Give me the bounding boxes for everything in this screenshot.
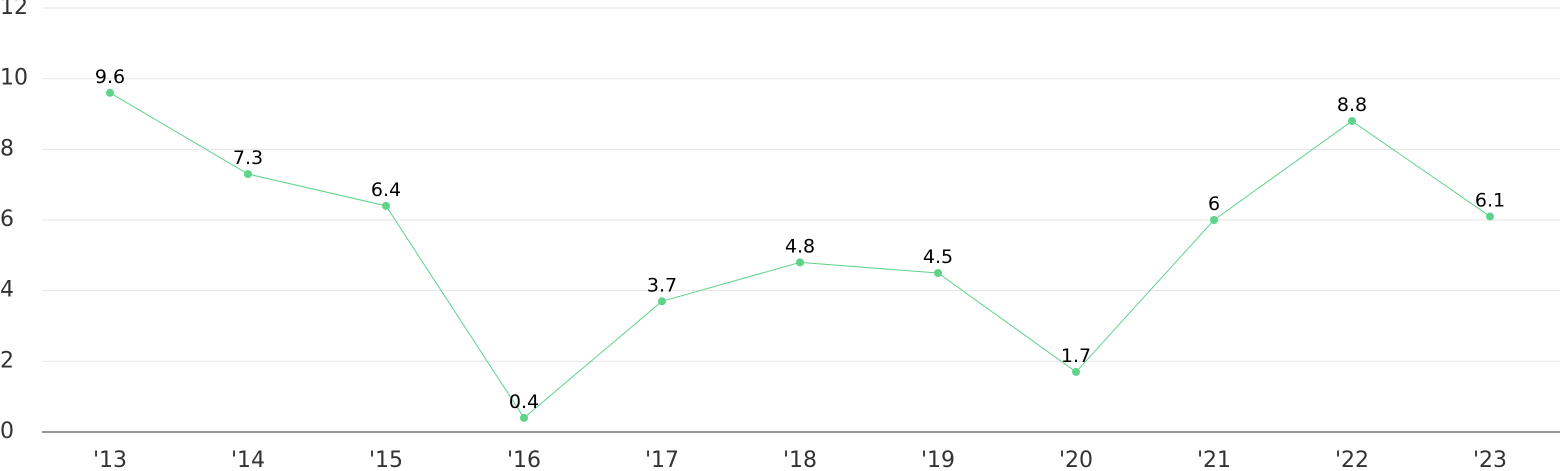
data-label: 6.1 (1475, 189, 1505, 211)
data-point (1486, 212, 1494, 221)
data-label: 0.4 (509, 391, 539, 413)
data-label: 9.6 (95, 66, 125, 88)
data-point (382, 201, 390, 210)
y-tick-label: 12 (0, 0, 28, 20)
data-label: 7.3 (233, 147, 263, 169)
data-point (796, 258, 804, 267)
data-label: 3.7 (647, 274, 677, 296)
x-axis-ticks: '13 '14 '15 '16 '17 '18 '19 '20 '21 '22 '23 (93, 448, 1507, 471)
x-tick-label: '15 (369, 448, 403, 471)
data-label: 6.4 (371, 179, 401, 201)
data-point (106, 88, 114, 97)
data-point (520, 413, 528, 422)
data-point (1210, 216, 1218, 224)
x-tick-label: '21 (1197, 448, 1231, 471)
data-label: 4.8 (785, 235, 815, 257)
y-tick-label: 0 (0, 419, 14, 444)
y-tick-label: 10 (0, 66, 28, 91)
y-tick-label: 8 (0, 136, 14, 161)
x-tick-label: '23 (1473, 448, 1507, 471)
data-point (244, 170, 252, 179)
data-point (1072, 367, 1080, 376)
x-tick-label: '22 (1335, 448, 1369, 471)
data-label: 4.5 (923, 246, 953, 268)
x-tick-label: '17 (645, 448, 679, 471)
data-label: 8.8 (1337, 94, 1367, 116)
x-tick-label: '14 (231, 448, 265, 471)
y-tick-label: 4 (0, 278, 14, 303)
grid-lines (42, 7, 1560, 362)
data-label: 1.7 (1061, 345, 1091, 367)
data-point (658, 297, 666, 306)
x-tick-label: '19 (921, 448, 955, 471)
data-label: 6 (1208, 193, 1220, 215)
data-labels: 9.6 7.3 6.4 0.4 3.7 4.8 4.5 1.7 6 8.8 6.1 (95, 66, 1505, 413)
x-tick-label: '20 (1059, 448, 1093, 471)
data-points (106, 88, 1494, 422)
data-point (934, 269, 942, 277)
x-tick-label: '16 (507, 448, 541, 471)
x-tick-label: '13 (93, 448, 127, 471)
y-tick-label: 6 (0, 207, 14, 232)
y-axis-ticks: 0 2 4 6 8 10 12 (0, 0, 28, 444)
data-point (1348, 117, 1356, 126)
y-tick-label: 2 (0, 348, 14, 373)
x-tick-label: '18 (783, 448, 817, 471)
